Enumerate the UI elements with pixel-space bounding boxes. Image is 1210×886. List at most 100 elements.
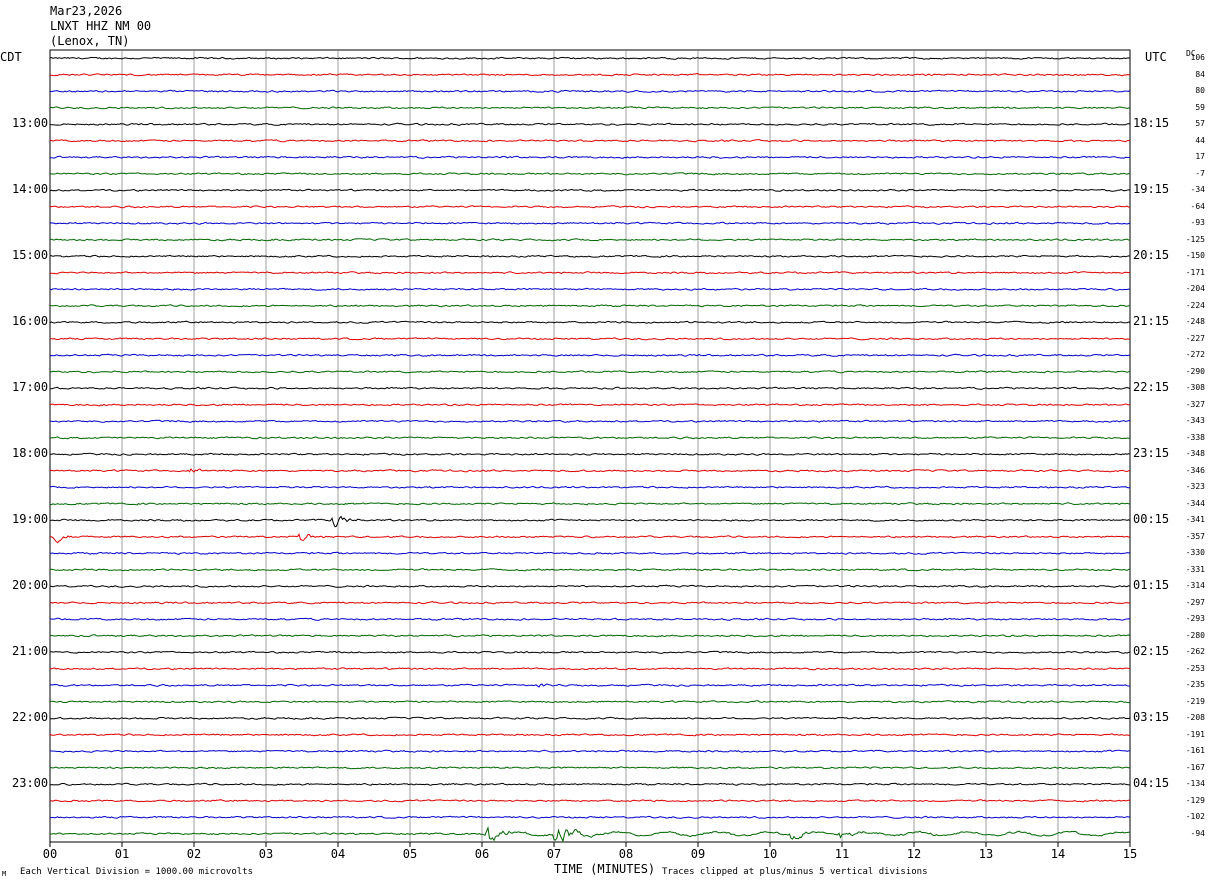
right-hour-label: 03:15 — [1133, 710, 1170, 725]
dc-offset-label: -314 — [1185, 581, 1205, 591]
right-hour-label: 23:15 — [1133, 446, 1170, 461]
trace-row — [49, 502, 1130, 506]
trace-row — [49, 667, 1131, 671]
x-tick-label: 12 — [907, 847, 921, 861]
right-hour-label: 01:15 — [1133, 578, 1170, 593]
dc-offset-label: -346 — [1185, 465, 1205, 475]
dc-offset-label: 84 — [1195, 69, 1205, 79]
dc-offset-label: -290 — [1185, 366, 1205, 376]
trace-row — [49, 568, 1131, 572]
dc-offset-label: -94 — [1190, 828, 1205, 838]
dc-offset-label: -344 — [1185, 498, 1205, 508]
trace-row — [49, 436, 1131, 440]
dc-offset-label: -338 — [1185, 432, 1205, 442]
trace-row — [49, 205, 1131, 209]
dc-offset-label: 57 — [1195, 119, 1205, 129]
dc-offset-label: -7 — [1195, 168, 1205, 178]
trace-row — [49, 533, 1131, 544]
trace-row — [49, 386, 1131, 390]
trace-row — [49, 452, 1131, 456]
dc-offset-label: 106 — [1190, 53, 1205, 63]
dc-offset-label: -331 — [1185, 564, 1205, 574]
trace-row — [49, 634, 1131, 638]
trace-row — [49, 749, 1130, 753]
x-tick-label: 15 — [1123, 847, 1137, 861]
right-hour-label: 19:15 — [1133, 182, 1170, 197]
dc-offset-label: -34 — [1190, 185, 1205, 195]
left-hour-label: 15:00 — [12, 248, 49, 263]
header-date: Mar23,2026 — [50, 4, 123, 18]
trace-row — [49, 468, 1131, 473]
trace-row — [49, 106, 1131, 110]
trace-row — [49, 815, 1131, 819]
x-tick-label: 02 — [187, 847, 201, 861]
dc-offset-label: -150 — [1185, 251, 1205, 261]
trace-row — [49, 122, 1131, 126]
clip-note: Traces clipped at plus/minus 5 vertical … — [662, 867, 928, 877]
x-tick-label: 00 — [43, 847, 57, 861]
dc-offset-label: -224 — [1185, 300, 1205, 310]
left-hour-label: 17:00 — [12, 380, 49, 395]
x-tick-label: 14 — [1051, 847, 1065, 861]
dc-offset-label: -167 — [1185, 762, 1205, 772]
dc-offset-label: -323 — [1185, 482, 1205, 492]
dc-offset-label: -280 — [1185, 630, 1205, 640]
x-tick-label: 09 — [691, 847, 705, 861]
trace-row — [49, 584, 1131, 588]
left-hour-label: 23:00 — [12, 776, 49, 791]
x-axis-ticks: 00 01 02 03 04 05 06 07 08 09 10 11 12 13 14 15 — [43, 842, 1137, 861]
x-tick-label: 13 — [979, 847, 993, 861]
x-tick-label: 05 — [403, 847, 417, 861]
trace-row — [49, 56, 1131, 60]
dc-offset-label: -262 — [1185, 647, 1205, 657]
trace-row — [49, 601, 1131, 605]
dc-offset-label: -171 — [1185, 267, 1205, 277]
dc-offset-label: -348 — [1185, 449, 1205, 459]
trace-row — [49, 370, 1131, 374]
left-hour-label: 13:00 — [12, 116, 49, 131]
trace-row — [49, 139, 1131, 143]
right-hour-label: 04:15 — [1133, 776, 1170, 791]
trace-row — [49, 172, 1131, 176]
dc-offset-label: -297 — [1185, 597, 1205, 607]
trace-row — [49, 419, 1131, 423]
scale-note: Each Vertical Division = 1000.00 microvo… — [20, 867, 253, 877]
dc-offset-label: 80 — [1195, 86, 1205, 96]
dc-offset-label: -102 — [1185, 812, 1205, 822]
trace-row — [49, 700, 1131, 704]
left-axis-label: CDT — [0, 50, 22, 64]
left-hour-label: 14:00 — [12, 182, 49, 197]
dc-offset-label: -227 — [1185, 333, 1205, 343]
x-tick-label: 07 — [547, 847, 561, 861]
right-axis-label: UTC — [1145, 50, 1167, 64]
left-hour-label: 21:00 — [12, 644, 49, 659]
trace-row — [49, 515, 1131, 528]
dc-offset-label: -235 — [1185, 680, 1205, 690]
trace-row — [49, 766, 1131, 770]
trace-row — [49, 89, 1131, 93]
trace-row — [49, 271, 1131, 275]
dc-label: DC — [1186, 49, 1196, 58]
dc-offset-label: -129 — [1185, 795, 1205, 805]
dc-offset-label: -293 — [1185, 614, 1205, 624]
trace-row — [49, 782, 1131, 786]
trace-row — [49, 304, 1131, 308]
trace-row — [50, 73, 1131, 77]
trace-row — [49, 617, 1131, 621]
dc-offset-label: 59 — [1195, 102, 1205, 112]
dc-offset-label: -208 — [1185, 713, 1205, 723]
dc-offset-label: -125 — [1185, 234, 1205, 244]
right-hour-label: 21:15 — [1133, 314, 1170, 329]
right-hour-label: 18:15 — [1133, 116, 1170, 131]
trace-row — [49, 188, 1131, 192]
dc-offset-label: -357 — [1185, 531, 1205, 541]
dc-offset-label: -248 — [1185, 317, 1205, 327]
left-hour-label: 19:00 — [12, 512, 49, 527]
seismic-traces — [49, 56, 1131, 843]
dc-offset-label: 44 — [1195, 135, 1205, 145]
trace-row — [49, 320, 1131, 324]
dc-offset-label: -219 — [1185, 696, 1205, 706]
dc-offset-label: -343 — [1185, 416, 1205, 426]
trace-row — [49, 254, 1131, 258]
trace-row — [49, 155, 1131, 159]
